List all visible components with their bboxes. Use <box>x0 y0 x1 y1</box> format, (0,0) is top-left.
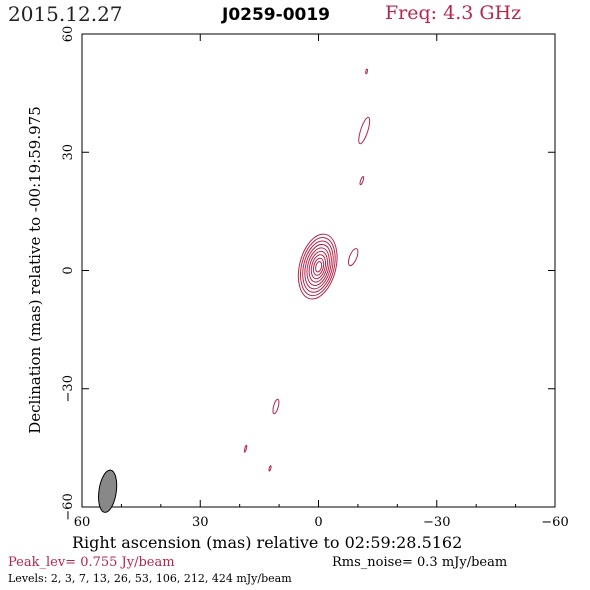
contour-component-cjet-knot-3 <box>268 465 272 472</box>
x-axis-label: Right ascension (mas) relative to 02:59:… <box>72 533 463 552</box>
contour-level <box>302 240 334 293</box>
y-tick-label: 60 <box>61 26 76 43</box>
contour-component-cjet-knot-1 <box>272 398 280 415</box>
contour-level <box>268 465 272 472</box>
contour-level <box>272 398 280 415</box>
x-tick-label: 60 <box>74 515 91 530</box>
contour-level <box>312 257 325 276</box>
y-tick-label: 0 <box>61 266 76 274</box>
x-tick-label: 30 <box>192 515 209 530</box>
contour-layer <box>243 68 371 472</box>
x-tick-label: 0 <box>314 515 322 530</box>
contour-component-jet-knot-3 <box>358 116 371 145</box>
x-tick-label: −30 <box>423 515 450 530</box>
contour-level <box>304 243 332 290</box>
contour-level <box>315 261 323 273</box>
axis-ticks <box>81 33 556 508</box>
y-axis-label: Declination (mas) relative to -00:19:59.… <box>26 106 44 434</box>
contour-level <box>365 68 368 75</box>
contour-levels: Levels: 2, 3, 7, 13, 26, 53, 106, 212, 4… <box>8 572 292 585</box>
y-tick-label: −30 <box>61 375 76 402</box>
contour-level <box>243 444 248 453</box>
y-tick-label: 30 <box>61 144 76 161</box>
y-tick-label: −60 <box>61 493 76 520</box>
contour-component-core <box>297 233 338 300</box>
contour-component-cjet-knot-2 <box>243 444 248 453</box>
frequency-label: Freq: 4.3 GHz <box>385 2 522 24</box>
contour-level <box>358 116 371 145</box>
beam-ellipse <box>98 469 118 513</box>
restoring-beam <box>98 469 118 513</box>
plot-frame <box>81 33 556 508</box>
contour-component-jet-knot-2 <box>359 176 365 186</box>
peak-level: Peak_lev= 0.755 Jy/beam <box>8 555 175 570</box>
rms-noise: Rms_noise= 0.3 mJy/beam <box>332 555 508 570</box>
contour-level <box>308 250 328 283</box>
contour-level <box>359 176 365 186</box>
contour-level <box>306 247 330 286</box>
contour-component-jet-knot-1 <box>347 248 359 267</box>
contour-level <box>300 237 336 297</box>
observation-date: 2015.12.27 <box>8 2 123 26</box>
source-name: J0259-0019 <box>222 5 331 25</box>
contour-level <box>310 254 327 280</box>
contour-component-jet-knot-4 <box>365 68 368 75</box>
axis-tick-labels: 60 30 0 −30 −60 −60 −30 0 30 60 <box>61 26 569 530</box>
contour-level <box>347 248 359 267</box>
contour-level <box>297 233 338 300</box>
x-tick-label: −60 <box>541 515 568 530</box>
